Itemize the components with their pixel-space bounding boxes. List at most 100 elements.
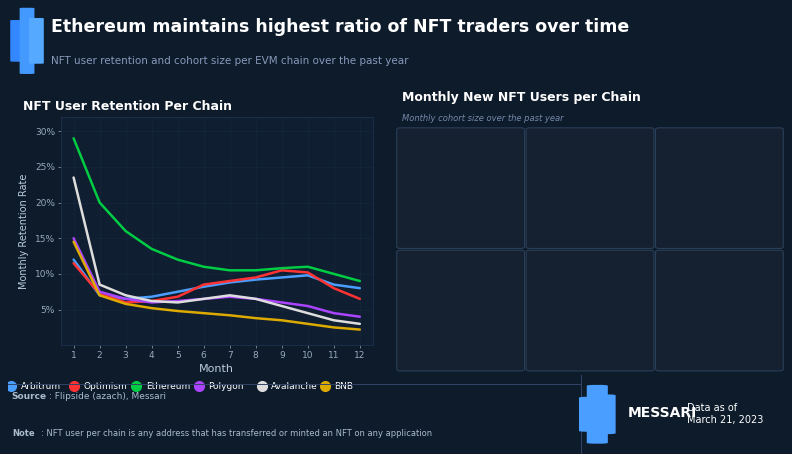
- Bar: [566, 188, 573, 221]
- Text: Data as of
March 21, 2023: Data as of March 21, 2023: [687, 404, 763, 425]
- Bar: [454, 176, 459, 221]
- Text: Total New Users: 180k: Total New Users: 180k: [546, 352, 634, 361]
- Bar: [721, 183, 726, 221]
- Bar: [575, 180, 581, 221]
- Bar: [462, 170, 468, 221]
- Bar: [583, 174, 589, 221]
- Bar: [566, 315, 573, 343]
- Bar: [421, 201, 427, 221]
- Bar: [542, 215, 548, 221]
- Text: Avalanche: Avalanche: [560, 263, 620, 273]
- Bar: [729, 182, 735, 221]
- Text: Total New Users: 2.9M: Total New Users: 2.9M: [675, 229, 763, 238]
- Bar: [437, 313, 444, 343]
- Bar: [495, 315, 501, 343]
- FancyBboxPatch shape: [595, 395, 615, 434]
- Bar: [470, 174, 476, 221]
- Text: Source: Source: [12, 392, 47, 401]
- Bar: [695, 178, 702, 221]
- Text: : NFT user per chain is any address that has transferred or minted an NFT on any: : NFT user per chain is any address that…: [41, 429, 432, 438]
- Text: Monthly cohort size over the past year: Monthly cohort size over the past year: [402, 114, 564, 123]
- Text: Polygon: Polygon: [437, 263, 485, 273]
- Text: Avalanche: Avalanche: [271, 382, 318, 391]
- Bar: [550, 209, 556, 221]
- Bar: [712, 182, 718, 221]
- FancyBboxPatch shape: [579, 397, 600, 432]
- Bar: [591, 307, 597, 343]
- Bar: [600, 178, 605, 221]
- Bar: [428, 318, 435, 343]
- Bar: [687, 306, 694, 343]
- Bar: [607, 315, 614, 343]
- Text: Arbitrum: Arbitrum: [434, 141, 487, 151]
- Bar: [413, 327, 418, 343]
- Bar: [454, 299, 459, 343]
- Bar: [445, 306, 451, 343]
- Text: BNB: BNB: [334, 382, 353, 391]
- FancyBboxPatch shape: [587, 385, 607, 444]
- Bar: [753, 188, 760, 221]
- Bar: [542, 293, 548, 343]
- Bar: [704, 317, 710, 343]
- Text: Arbitrum: Arbitrum: [21, 382, 60, 391]
- Text: : Flipside (azach), Messari: : Flipside (azach), Messari: [49, 392, 166, 401]
- Bar: [503, 317, 509, 343]
- Bar: [600, 312, 605, 343]
- Bar: [680, 173, 685, 221]
- Bar: [470, 300, 476, 343]
- FancyBboxPatch shape: [10, 20, 25, 62]
- Text: Ethereum maintains highest ratio of NFT traders over time: Ethereum maintains highest ratio of NFT …: [51, 18, 629, 36]
- Bar: [632, 200, 638, 221]
- Bar: [558, 198, 565, 221]
- Text: Ethereum: Ethereum: [146, 382, 190, 391]
- Bar: [680, 317, 685, 343]
- Bar: [445, 181, 451, 221]
- Bar: [712, 311, 718, 343]
- Text: Total New Users: 4.1M: Total New Users: 4.1M: [417, 352, 505, 361]
- Bar: [591, 170, 597, 221]
- Bar: [503, 192, 509, 221]
- Bar: [721, 293, 726, 343]
- Bar: [753, 299, 760, 343]
- Bar: [745, 303, 752, 343]
- Bar: [745, 186, 752, 221]
- Bar: [462, 293, 468, 343]
- Text: Total New Users: 3.7M: Total New Users: 3.7M: [676, 352, 763, 361]
- Text: BNB: BNB: [707, 263, 732, 273]
- Bar: [624, 196, 630, 221]
- X-axis label: Month: Month: [200, 364, 234, 374]
- Bar: [615, 190, 622, 221]
- Y-axis label: Monthly Retention Rate: Monthly Retention Rate: [19, 173, 29, 289]
- Bar: [737, 184, 743, 221]
- Text: Ethereum: Ethereum: [691, 141, 748, 151]
- Text: Total New Users: 440k: Total New Users: 440k: [546, 229, 634, 238]
- FancyBboxPatch shape: [20, 8, 34, 74]
- Bar: [478, 309, 485, 343]
- Bar: [729, 299, 735, 343]
- Bar: [421, 324, 427, 343]
- Bar: [413, 210, 418, 221]
- Text: Monthly New NFT Users per Chain: Monthly New NFT Users per Chain: [402, 90, 641, 104]
- Bar: [486, 185, 493, 221]
- Text: Total New Users: 510k: Total New Users: 510k: [417, 229, 505, 238]
- Bar: [607, 185, 614, 221]
- Text: Note: Note: [12, 429, 34, 438]
- Bar: [478, 179, 485, 221]
- Text: Optimism: Optimism: [83, 382, 127, 391]
- Bar: [671, 311, 677, 343]
- Bar: [558, 312, 565, 343]
- Text: NFT user retention and cohort size per EVM chain over the past year: NFT user retention and cohort size per E…: [51, 55, 409, 65]
- Bar: [762, 189, 767, 221]
- Bar: [495, 188, 501, 221]
- Bar: [583, 312, 589, 343]
- Bar: [486, 313, 493, 343]
- Bar: [695, 314, 702, 343]
- Bar: [615, 319, 622, 343]
- Bar: [762, 303, 767, 343]
- Text: Polygon: Polygon: [208, 382, 244, 391]
- Bar: [624, 321, 630, 343]
- Text: MESSARI: MESSARI: [628, 406, 698, 419]
- FancyBboxPatch shape: [29, 18, 44, 64]
- Bar: [632, 323, 638, 343]
- Text: NFT User Retention Per Chain: NFT User Retention Per Chain: [23, 100, 232, 113]
